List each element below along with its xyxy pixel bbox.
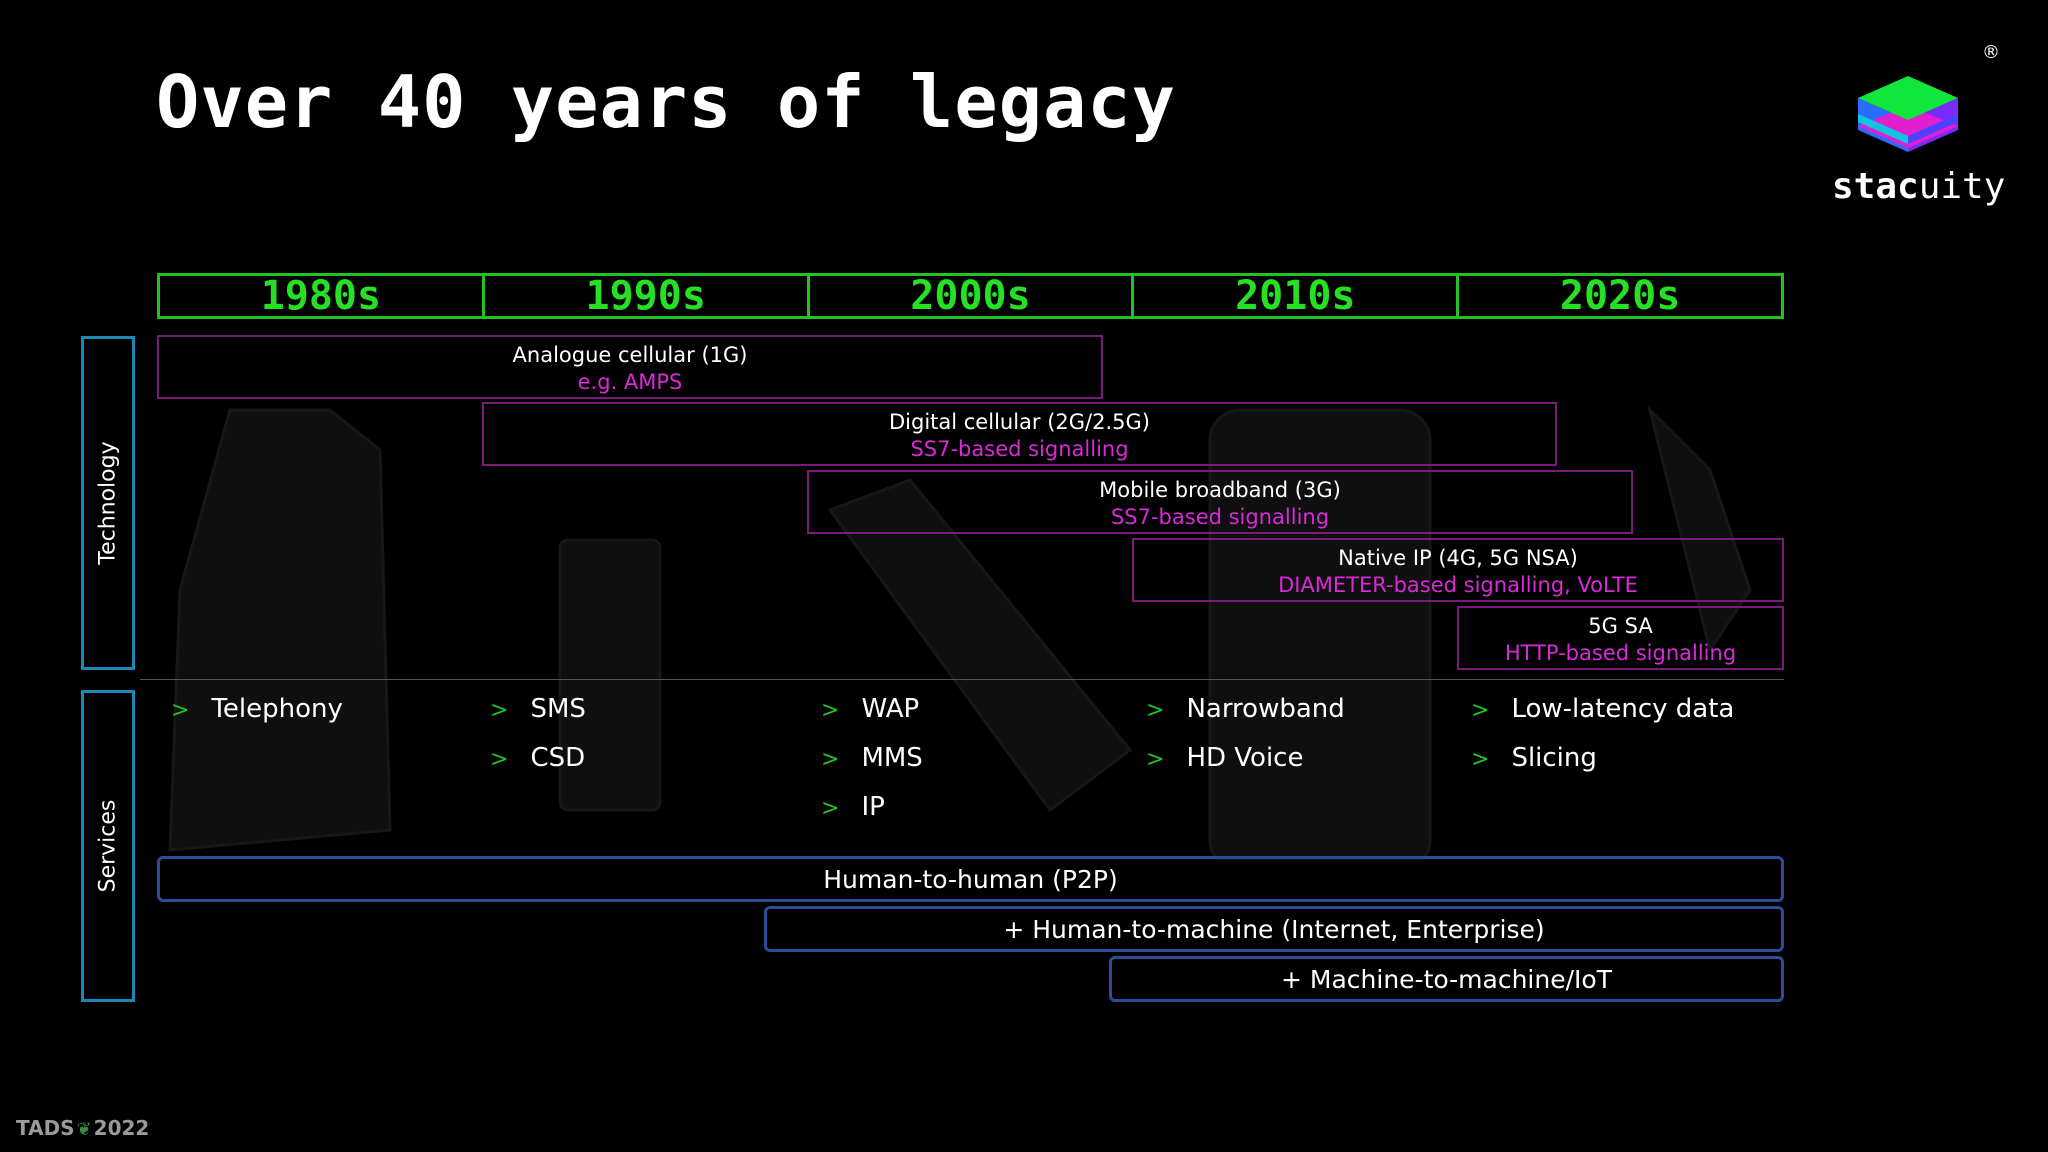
service-item: > WAP <box>821 694 919 724</box>
service-item: > SMS <box>490 694 586 724</box>
chevron-right-icon: > <box>490 698 509 723</box>
chevron-right-icon: > <box>1146 747 1165 772</box>
decade-2000s: 2000s <box>806 273 1135 319</box>
tech-name: Digital cellular (2G/2.5G) <box>888 410 1150 434</box>
service-label: SMS <box>530 694 586 724</box>
service-label: IP <box>861 792 885 822</box>
service-label: Low-latency data <box>1511 694 1735 724</box>
service-item: > HD Voice <box>1146 743 1303 773</box>
service-label: Telephony <box>211 694 343 724</box>
service-label: CSD <box>530 743 586 773</box>
technology-label: Technology <box>95 441 121 565</box>
tech-analogue-1g: Analogue cellular (1G) e.g. AMPS <box>157 335 1103 399</box>
chevron-right-icon: > <box>1471 698 1490 723</box>
tech-native-ip-4g: Native IP (4G, 5G NSA) DIAMETER-based si… <box>1132 538 1784 602</box>
service-label: Slicing <box>1511 743 1597 773</box>
tech-name: Analogue cellular (1G) <box>512 343 748 367</box>
brand-name-light: uity <box>1918 166 2006 207</box>
service-item: > IP <box>821 792 885 822</box>
tech-mobile-broadband-3g: Mobile broadband (3G) SS7-based signalli… <box>807 470 1633 534</box>
leaf-icon: ❦ <box>76 1119 92 1140</box>
registered-mark: ® <box>1982 42 2000 63</box>
tech-name: Native IP (4G, 5G NSA) <box>1338 546 1578 570</box>
tech-detail: SS7-based signalling <box>1110 505 1330 529</box>
footer-left: TADS <box>16 1116 75 1140</box>
services-side-box: Services <box>81 690 135 1002</box>
technology-side-box: Technology <box>81 336 135 670</box>
band-human-to-human: Human-to-human (P2P) <box>157 856 1784 902</box>
service-item: > Narrowband <box>1146 694 1345 724</box>
tech-5g-sa: 5G SA HTTP-based signalling <box>1457 606 1784 670</box>
chevron-right-icon: > <box>821 747 840 772</box>
brand-name-bold: stac <box>1832 166 1919 207</box>
background-phones-image <box>168 405 1752 860</box>
tech-digital-2g: Digital cellular (2G/2.5G) SS7-based sig… <box>482 402 1557 466</box>
band-human-to-machine: + Human-to-machine (Internet, Enterprise… <box>764 906 1784 952</box>
chevron-right-icon: > <box>821 796 840 821</box>
decade-2010s: 2010s <box>1131 273 1460 319</box>
chevron-right-icon: > <box>490 747 509 772</box>
chevron-right-icon: > <box>1471 747 1490 772</box>
footer-event-logo: TADS ❦ 2022 <box>16 1116 149 1140</box>
service-item: > Low-latency data <box>1471 694 1734 724</box>
page-title: Over 40 years of legacy <box>156 60 1176 144</box>
decade-1980s: 1980s <box>157 273 485 319</box>
section-divider <box>140 679 1784 680</box>
service-label: WAP <box>861 694 920 724</box>
service-label: MMS <box>861 743 923 773</box>
chevron-right-icon: > <box>821 698 840 723</box>
footer-right: 2022 <box>93 1116 150 1140</box>
decade-1990s: 1990s <box>481 273 810 319</box>
tech-detail: HTTP-based signalling <box>1504 641 1737 665</box>
tech-detail: DIAMETER-based signalling, VoLTE <box>1278 573 1638 597</box>
service-item: > Telephony <box>171 694 343 724</box>
services-label: Services <box>95 799 121 893</box>
tech-detail: e.g. AMPS <box>577 370 683 394</box>
tech-name: 5G SA <box>1588 614 1653 638</box>
chevron-right-icon: > <box>171 698 190 723</box>
service-item: > MMS <box>821 743 923 773</box>
service-item: > CSD <box>490 743 585 773</box>
tech-name: Mobile broadband (3G) <box>1099 478 1341 502</box>
decade-header-row: 1980s 1990s 2000s 2010s 2020s <box>157 273 1784 319</box>
tech-detail: SS7-based signalling <box>910 437 1129 461</box>
brand-name: stacuity <box>1832 166 2005 207</box>
service-item: > Slicing <box>1471 743 1597 773</box>
band-machine-to-machine: + Machine-to-machine/IoT <box>1109 956 1784 1002</box>
decade-2020s: 2020s <box>1456 273 1784 319</box>
service-label: HD Voice <box>1186 743 1304 773</box>
service-label: Narrowband <box>1186 694 1345 724</box>
stacuity-logo-icon <box>1858 76 1958 152</box>
chevron-right-icon: > <box>1146 698 1165 723</box>
